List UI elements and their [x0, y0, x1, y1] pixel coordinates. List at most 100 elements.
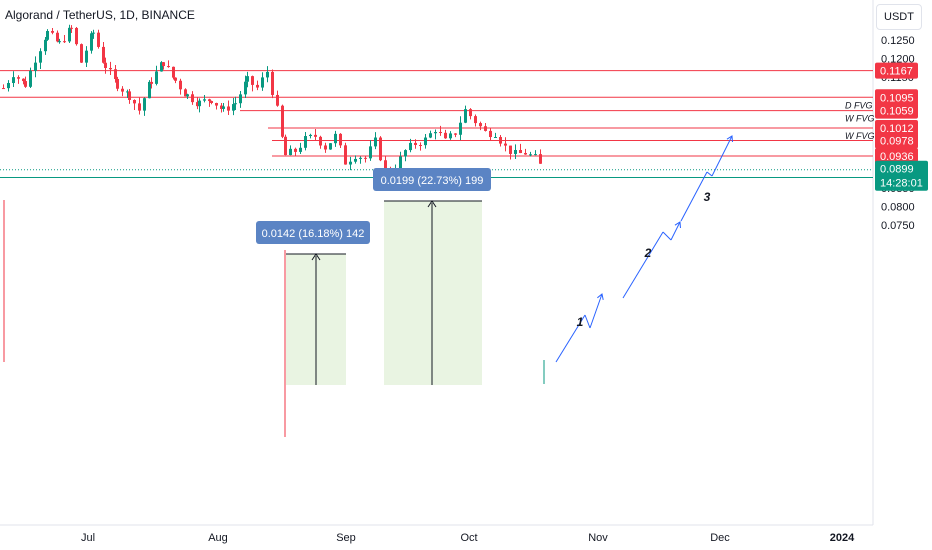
- candle: [434, 129, 437, 140]
- candle: [39, 48, 42, 69]
- candle: [309, 133, 312, 139]
- candle: [17, 75, 20, 84]
- candle: [2, 84, 5, 90]
- candle: [524, 148, 527, 155]
- level-price-tag: 0.0978: [875, 132, 918, 149]
- candle: [68, 24, 71, 43]
- time-tick-label: Nov: [588, 532, 608, 544]
- current-price-tag: 0.0899 14:28:01: [875, 160, 928, 191]
- candle: [404, 149, 407, 162]
- candle: [344, 142, 347, 165]
- candle: [80, 43, 83, 63]
- candle: [349, 156, 352, 171]
- svg-text:0.1012: 0.1012: [880, 123, 914, 135]
- candle: [58, 38, 61, 44]
- candle: [374, 132, 377, 150]
- measure-label-1: 0.0142 (16.18%) 142: [256, 221, 370, 244]
- level-price-tag: 0.1059: [875, 102, 918, 119]
- candle: [419, 142, 422, 151]
- arrow-head-icon: [674, 221, 681, 229]
- level-note-label: W FVG: [845, 131, 875, 141]
- svg-text:0.0978: 0.0978: [880, 136, 914, 148]
- candle: [203, 95, 206, 103]
- candle: [514, 144, 517, 159]
- time-tick-label: Oct: [460, 532, 477, 544]
- candle: [246, 71, 249, 88]
- candle: [198, 98, 201, 113]
- candle: [102, 41, 105, 64]
- time-tick-label: Dec: [710, 532, 730, 544]
- candle: [359, 156, 362, 164]
- candle: [121, 86, 124, 97]
- measure-tool-1[interactable]: [286, 253, 346, 385]
- candle: [504, 137, 507, 152]
- candle: [215, 102, 218, 110]
- candle: [489, 127, 492, 141]
- candle: [172, 66, 175, 80]
- wave-label: 3: [704, 190, 711, 204]
- candle: [133, 99, 136, 110]
- candle: [63, 35, 66, 44]
- candle: [256, 80, 259, 91]
- candle: [90, 31, 93, 54]
- candle: [429, 130, 432, 139]
- arrow-head-icon: [726, 135, 733, 143]
- candle: [196, 97, 199, 110]
- candle: [210, 100, 213, 105]
- candle: [334, 130, 337, 147]
- candle: [116, 76, 119, 92]
- candle: [70, 25, 73, 34]
- candle: [162, 62, 165, 70]
- candle: [289, 145, 292, 156]
- candle: [109, 61, 112, 75]
- candle: [191, 91, 194, 105]
- candle: [114, 64, 117, 83]
- candle: [464, 105, 467, 124]
- candle: [439, 125, 442, 136]
- candle: [454, 133, 457, 138]
- candle: [184, 88, 187, 97]
- currency-selector[interactable]: USDT: [876, 4, 922, 30]
- svg-text:0.0142 (16.18%) 142: 0.0142 (16.18%) 142: [262, 228, 365, 240]
- candle: [519, 143, 522, 154]
- svg-text:0.0199 (22.73%) 199: 0.0199 (22.73%) 199: [381, 175, 484, 187]
- current-price-countdown: 14:28:01: [880, 178, 923, 190]
- candle: [148, 80, 151, 99]
- svg-text:0.0936: 0.0936: [880, 151, 914, 163]
- candle: [126, 89, 129, 98]
- level-note-label: D FVG: [845, 100, 873, 110]
- candle: [220, 103, 223, 113]
- candle: [276, 90, 279, 107]
- measure-label-2: 0.0199 (22.73%) 199: [373, 168, 491, 191]
- candle: [484, 122, 487, 132]
- candle: [324, 142, 327, 153]
- candle: [239, 91, 242, 108]
- level-price-tag: 0.0936: [875, 148, 918, 165]
- price-tick-label: 0.1250: [881, 35, 915, 47]
- candle: [179, 78, 182, 95]
- candle: [104, 57, 107, 74]
- measure-tool-2[interactable]: [384, 200, 482, 385]
- candle: [294, 147, 297, 157]
- candle: [51, 28, 54, 35]
- candle: [167, 60, 170, 68]
- candle: [509, 145, 512, 160]
- candle: [7, 80, 10, 92]
- price-tick-label: 0.0750: [881, 220, 915, 232]
- candle: [444, 129, 447, 139]
- candle: [222, 102, 225, 112]
- candle: [299, 142, 302, 154]
- candle: [174, 77, 177, 84]
- current-price-value: 0.0899: [880, 164, 914, 176]
- candle: [314, 128, 317, 141]
- candle: [150, 77, 153, 89]
- projection-path[interactable]: [555, 135, 733, 363]
- candle: [379, 136, 382, 162]
- level-price-tag: 0.1167: [875, 62, 918, 79]
- candle: [459, 116, 462, 141]
- candle: [319, 135, 322, 149]
- candle: [494, 132, 497, 138]
- candle: [75, 27, 78, 46]
- candle: [354, 155, 357, 164]
